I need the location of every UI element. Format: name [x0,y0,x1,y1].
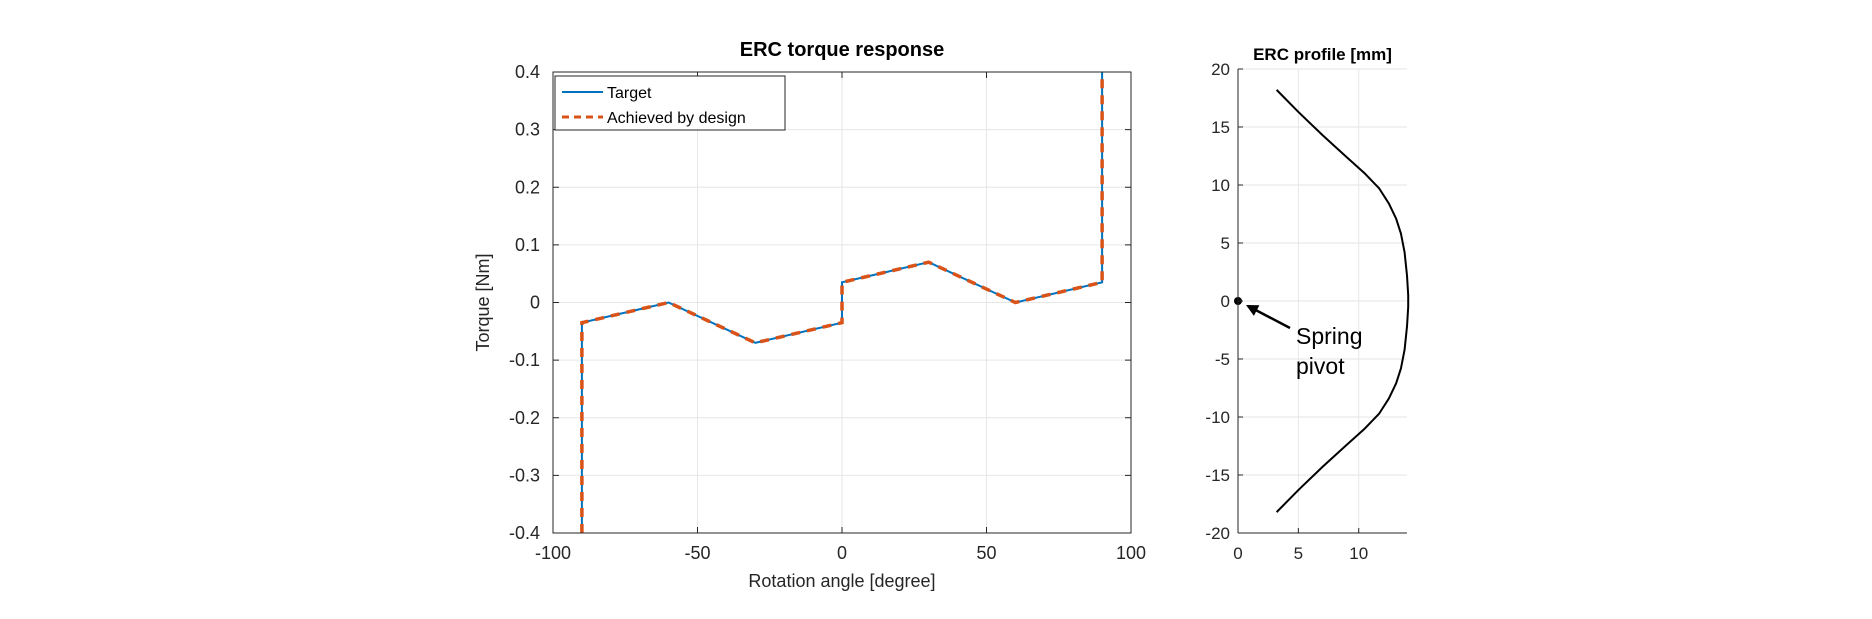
x-tick-label: -100 [535,543,571,563]
y-tick-label: 0 [1221,292,1230,311]
y-tick-label: 20 [1211,60,1230,79]
torque-x-axis-label: Rotation angle [degree] [748,571,935,591]
legend-box [554,75,786,131]
legend-label-achieved: Achieved by design [607,110,746,127]
y-tick-label: -0.1 [509,350,540,370]
spring-pivot-annotation: Spring pivot [1246,304,1362,379]
y-tick-label: -20 [1205,524,1230,543]
y-tick-label: 0 [530,293,540,313]
y-tick-label: -15 [1205,466,1230,485]
x-tick-label: 50 [976,543,996,563]
y-tick-label: -5 [1215,350,1230,369]
y-tick-label: 0.4 [515,62,540,82]
y-tick-label: 0.1 [515,235,540,255]
torque-chart: -100 -50 0 50 100 -0.4 -0.3 -0.2 -0.1 0 0.1 0.2 0.3 0… [473,39,1146,591]
y-tick-label: 0.2 [515,177,540,197]
x-tick-label: 0 [1233,544,1242,563]
profile-line [1275,89,1410,513]
profile-chart: 0 5 10 -20 -15 -10 -5 0 5 10 15 20 ERC profile [mm]… [1205,45,1410,563]
x-tick-label: 100 [1116,543,1146,563]
x-tick-label: 5 [1294,544,1303,563]
y-tick-label: 0.3 [515,120,540,140]
annotation-arrow-head [1246,305,1260,316]
torque-chart-title: ERC torque response [740,39,944,61]
torque-legend: Target Achieved by design [554,75,786,131]
torque-y-axis-label: Torque [Nm] [473,253,493,351]
annotation-text-line-1: Spring [1296,323,1362,349]
y-tick-label: -0.4 [509,523,540,543]
legend-label-target: Target [607,85,652,102]
series-achieved-line [580,72,1104,533]
torque-series-lines [580,72,1104,533]
y-tick-label: -10 [1205,408,1230,427]
y-tick-label: -0.2 [509,408,540,428]
profile-chart-title: ERC profile [mm] [1253,45,1392,64]
profile-ticks: 0 5 10 -20 -15 -10 -5 0 5 10 15 20 [1205,60,1368,563]
y-tick-label: 10 [1211,176,1230,195]
x-tick-label: 0 [837,543,847,563]
y-tick-label: 5 [1221,234,1230,253]
y-tick-label: 15 [1211,118,1230,137]
y-tick-label: -0.3 [509,465,540,485]
x-tick-label: 10 [1349,544,1368,563]
annotation-text-line-2: pivot [1296,353,1345,379]
x-tick-label: -50 [684,543,710,563]
torque-ticks: -100 -50 0 50 100 -0.4 -0.3 -0.2 -0.1 0 0.1 0.2 0.3 0… [509,62,1146,563]
